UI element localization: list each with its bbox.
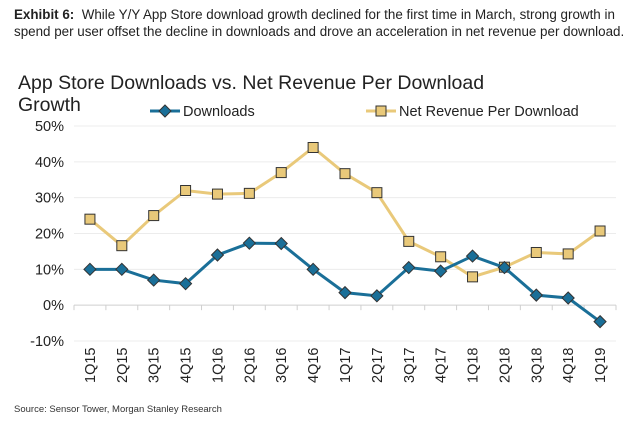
data-point <box>211 188 223 200</box>
data-point <box>530 246 542 258</box>
x-tick-label: 3Q16 <box>274 348 290 383</box>
data-point <box>497 260 512 275</box>
x-tick-label: 4Q18 <box>561 348 577 383</box>
data-point <box>339 168 351 180</box>
chart-title: App Store Downloads vs. Net Revenue Per … <box>18 72 485 116</box>
x-tick-label: 1Q18 <box>466 348 482 383</box>
data-point <box>529 288 544 302</box>
exhibit-caption: Exhibit 6: While Y/Y App Store download … <box>14 6 634 40</box>
data-point <box>465 249 480 263</box>
data-point <box>371 187 383 199</box>
data-point <box>433 264 448 278</box>
data-point <box>307 142 319 153</box>
data-point <box>306 262 320 277</box>
data-point <box>116 240 128 252</box>
data-point <box>115 262 129 277</box>
data-point <box>561 291 575 305</box>
x-tick-label: 1Q17 <box>338 348 354 383</box>
x-tick-label: 2Q16 <box>242 348 258 383</box>
x-tick-label: 1Q19 <box>593 348 609 383</box>
data-point <box>83 262 97 277</box>
data-point <box>146 273 161 287</box>
exhibit-label: Exhibit 6: <box>14 7 75 22</box>
y-tick-label: 0% <box>43 298 64 314</box>
series-line <box>88 145 601 279</box>
data-point <box>243 187 255 199</box>
exhibit-text: While Y/Y App Store download growth decl… <box>14 7 625 39</box>
x-tick-label: 4Q17 <box>434 348 450 383</box>
legend-label: Net Revenue Per Download <box>399 104 579 120</box>
data-point <box>338 285 352 300</box>
source-note: Source: Sensor Tower, Morgan Stanley Res… <box>14 404 222 415</box>
y-tick-label: -10% <box>30 334 64 350</box>
legend-marker <box>158 104 172 118</box>
data-point <box>435 251 447 263</box>
x-tick-label: 1Q16 <box>210 348 226 383</box>
data-point <box>210 248 225 262</box>
x-tick-label: 2Q18 <box>497 348 513 383</box>
x-tick-label: 3Q18 <box>529 348 545 383</box>
data-point <box>180 185 192 196</box>
data-point <box>403 235 415 247</box>
data-point <box>402 260 416 275</box>
data-point <box>84 213 96 225</box>
y-tick-label: 10% <box>35 262 64 278</box>
data-point <box>275 167 287 179</box>
x-tick-label: 2Q15 <box>115 348 131 383</box>
data-point <box>593 314 607 329</box>
x-tick-label: 4Q15 <box>179 348 195 383</box>
series-line <box>89 241 601 323</box>
data-point <box>274 236 288 251</box>
x-tick-label: 2Q17 <box>370 348 386 383</box>
legend-marker <box>375 105 387 117</box>
data-point <box>242 236 257 250</box>
x-tick-label: 3Q15 <box>147 348 163 383</box>
y-tick-label: 20% <box>35 227 64 243</box>
legend-label: Downloads <box>183 104 255 120</box>
x-tick-label: 3Q17 <box>402 348 418 383</box>
data-point <box>562 248 574 260</box>
y-tick-label: 50% <box>35 119 64 135</box>
data-point <box>370 289 384 303</box>
y-tick-label: 30% <box>35 191 64 207</box>
x-tick-label: 4Q16 <box>306 348 322 383</box>
y-tick-label: 40% <box>35 155 64 171</box>
data-point <box>467 271 479 283</box>
data-point <box>148 210 160 222</box>
data-point <box>178 276 193 291</box>
data-point <box>594 225 606 237</box>
x-tick-label: 1Q15 <box>83 348 99 383</box>
